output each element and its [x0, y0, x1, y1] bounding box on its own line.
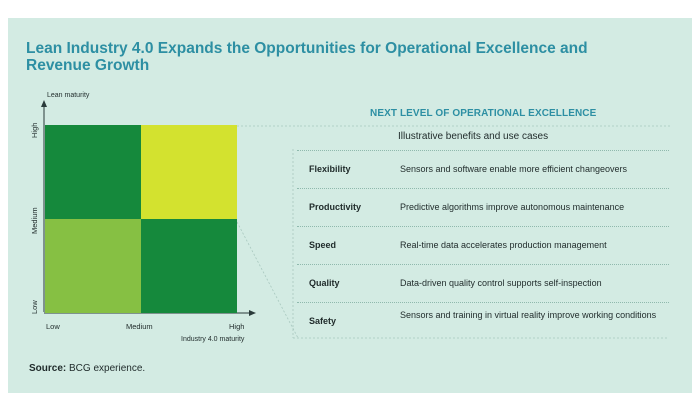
benefit-text: Predictive algorithms improve autonomous… — [400, 202, 625, 212]
benefit-text: Sensors and training in virtual reality … — [400, 310, 657, 320]
benefit-row-productivity: Productivity Predictive algorithms impro… — [297, 188, 669, 226]
benefits-table: Flexibility Sensors and software enable … — [297, 150, 669, 340]
benefit-text: Sensors and software enable more efficie… — [400, 164, 627, 174]
benefit-row-quality: Quality Data-driven quality control supp… — [297, 264, 669, 302]
benefit-text: Real-time data accelerates production ma… — [400, 240, 607, 250]
benefit-label: Flexibility — [309, 164, 351, 174]
benefit-row-speed: Speed Real-time data accelerates product… — [297, 226, 669, 264]
matrix-cell-high-lean-low-industry — [45, 125, 141, 219]
y-axis-label: Lean maturity — [47, 92, 90, 99]
y-tick-medium: Medium — [30, 207, 39, 234]
benefit-label: Speed — [309, 240, 337, 250]
x-tick-low: Low — [46, 322, 60, 331]
y-tick-low: Low — [30, 300, 39, 314]
benefit-row-safety: Safety Sensors and training in virtual r… — [297, 302, 669, 340]
x-axis-label: Industry 4.0 maturity — [181, 336, 245, 343]
maturity-matrix — [45, 125, 237, 313]
benefits-subheading: Illustrative benefits and use cases — [398, 131, 549, 142]
benefit-row-flexibility: Flexibility Sensors and software enable … — [297, 150, 669, 188]
source-label: Source: — [29, 363, 67, 374]
page-title: Lean Industry 4.0 Expands the Opportunit… — [26, 40, 588, 74]
source-text: BCG experience. — [69, 363, 146, 374]
x-tick-high: High — [229, 322, 245, 331]
matrix-cell-high-lean-high-industry — [141, 125, 237, 219]
benefit-label: Quality — [309, 278, 340, 288]
benefit-text: Data-driven quality control supports sel… — [400, 278, 602, 288]
matrix-cell-low-lean-high-industry — [141, 219, 237, 313]
matrix-cell-low-lean-low-industry — [45, 219, 141, 313]
benefit-label: Productivity — [309, 202, 362, 212]
y-tick-high: High — [30, 122, 39, 138]
benefit-label: Safety — [309, 316, 337, 326]
benefits-heading: NEXT LEVEL OF OPERATIONAL EXCELLENCE — [370, 108, 597, 119]
source-note: Source: BCG experience. — [29, 363, 145, 374]
x-tick-medium: Medium — [126, 322, 153, 331]
